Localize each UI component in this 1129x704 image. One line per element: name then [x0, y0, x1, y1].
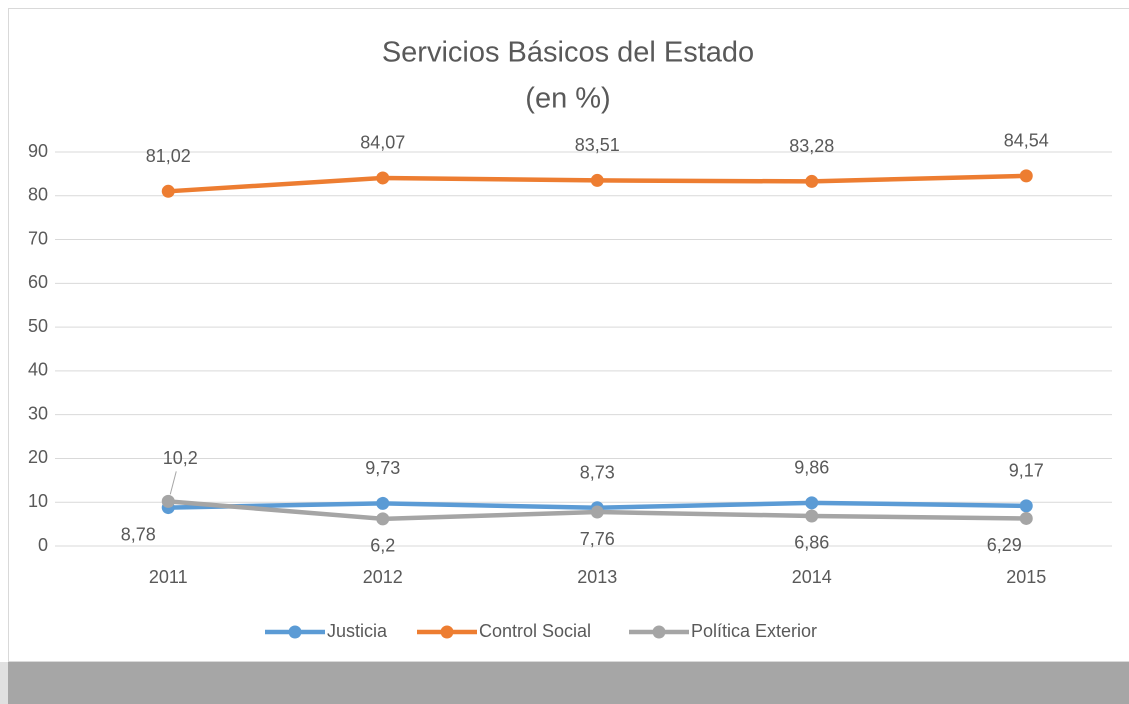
data-label: 8,78 [121, 524, 156, 544]
leader-line [169, 471, 177, 495]
data-label: 6,86 [794, 533, 829, 553]
legend-label: Política Exterior [691, 621, 817, 641]
data-label: 84,07 [360, 133, 405, 153]
x-tick-label: 2012 [363, 567, 403, 587]
y-tick-label: 0 [38, 535, 48, 555]
data-point [805, 496, 819, 510]
data-label: 83,28 [789, 136, 834, 156]
data-label: 9,73 [365, 458, 400, 478]
x-tick-label: 2013 [577, 567, 617, 587]
band-edge [0, 662, 8, 704]
y-tick-label: 30 [28, 403, 48, 423]
data-label: 6,2 [370, 536, 395, 556]
x-tick-label: 2011 [149, 567, 188, 587]
data-label: 83,51 [575, 135, 620, 155]
data-label: 8,73 [580, 463, 615, 483]
data-point [376, 171, 390, 185]
data-point [376, 496, 390, 510]
data-point [805, 174, 819, 188]
data-point [161, 494, 175, 508]
data-label: 9,86 [794, 458, 829, 478]
legend-marker [652, 625, 666, 639]
data-label: 10,2 [163, 448, 198, 468]
x-tick-label: 2014 [792, 567, 832, 587]
chart-title: Servicios Básicos del Estado [382, 37, 754, 69]
y-tick-label: 70 [28, 228, 48, 248]
y-tick-label: 90 [28, 141, 48, 161]
chart-subtitle: (en %) [525, 83, 610, 115]
data-point [376, 512, 390, 526]
y-tick-label: 50 [28, 316, 48, 336]
data-point [805, 509, 819, 523]
data-point [161, 184, 175, 198]
data-label: 7,76 [580, 529, 615, 549]
legend-label: Control Social [479, 621, 591, 641]
legend-marker [440, 625, 454, 639]
data-point [1019, 511, 1033, 525]
data-point [590, 505, 604, 519]
data-label: 81,02 [146, 146, 191, 166]
data-label: 6,29 [987, 535, 1022, 555]
x-tick-label: 2015 [1006, 567, 1046, 587]
y-tick-label: 10 [28, 491, 48, 511]
y-tick-label: 20 [28, 447, 48, 467]
y-tick-label: 60 [28, 272, 48, 292]
legend-marker [288, 625, 302, 639]
data-label: 84,54 [1004, 131, 1049, 151]
chart-frame [8, 8, 1129, 662]
y-tick-label: 40 [28, 360, 48, 380]
legend-label: Justicia [327, 621, 388, 641]
data-point [1019, 499, 1033, 513]
data-label: 9,17 [1009, 461, 1044, 481]
bottom-band [0, 662, 1129, 704]
y-tick-label: 80 [28, 185, 48, 205]
data-point [1019, 169, 1033, 183]
data-point [590, 173, 604, 187]
